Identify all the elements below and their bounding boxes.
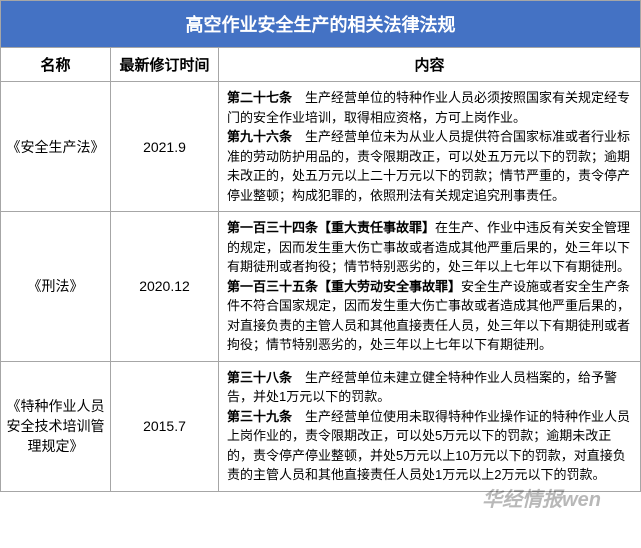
article-num: 第九十六条 [227,129,292,144]
article: 第二十七条 生产经营单位的特种作业人员必须按照国家有关规定经专门的安全作业培训，… [227,88,632,127]
header-row: 名称 最新修订时间 内容 [1,48,641,82]
article-label: 【重大责任事故罪】 [318,220,435,235]
law-content: 第三十八条 生产经营单位未建立健全特种作业人员档案的，给予警告，并处1万元以下的… [219,361,641,491]
article-num: 第三十九条 [227,409,292,424]
law-date: 2020.12 [111,212,219,362]
title-row: 高空作业安全生产的相关法律法规 [1,1,641,48]
col-header-name: 名称 [1,48,111,82]
table-row: 《刑法》 2020.12 第一百三十四条【重大责任事故罪】在生产、作业中违反有关… [1,212,641,362]
table-row: 《特种作业人员安全技术培训管理规定》 2015.7 第三十八条 生产经营单位未建… [1,361,641,491]
article-num: 第二十七条 [227,90,292,105]
regulations-table: 高空作业安全生产的相关法律法规 名称 最新修订时间 内容 《安全生产法》 202… [0,0,641,492]
law-name: 《刑法》 [1,212,111,362]
article: 第三十八条 生产经营单位未建立健全特种作业人员档案的，给予警告，并处1万元以下的… [227,368,632,407]
article: 第三十九条 生产经营单位使用未取得特种作业操作证的特种作业人员上岗作业的，责令限… [227,407,632,485]
law-date: 2021.9 [111,82,219,212]
col-header-date: 最新修订时间 [111,48,219,82]
article: 第一百三十五条【重大劳动安全事故罪】安全生产设施或者安全生产条件不符合国家规定，… [227,277,632,355]
col-header-content: 内容 [219,48,641,82]
article-label: 【重大劳动安全事故罪】 [318,279,461,294]
law-name: 《特种作业人员安全技术培训管理规定》 [1,361,111,491]
article-num: 第三十八条 [227,370,292,385]
law-date: 2015.7 [111,361,219,491]
article: 第九十六条 生产经营单位未为从业人员提供符合国家标准或者行业标准的劳动防护用品的… [227,127,632,205]
table-title: 高空作业安全生产的相关法律法规 [1,1,641,48]
table-row: 《安全生产法》 2021.9 第二十七条 生产经营单位的特种作业人员必须按照国家… [1,82,641,212]
law-content: 第一百三十四条【重大责任事故罪】在生产、作业中违反有关安全管理的规定，因而发生重… [219,212,641,362]
law-content: 第二十七条 生产经营单位的特种作业人员必须按照国家有关规定经专门的安全作业培训，… [219,82,641,212]
law-name: 《安全生产法》 [1,82,111,212]
article-num: 第一百三十四条 [227,220,318,235]
article: 第一百三十四条【重大责任事故罪】在生产、作业中违反有关安全管理的规定，因而发生重… [227,218,632,277]
article-num: 第一百三十五条 [227,279,318,294]
